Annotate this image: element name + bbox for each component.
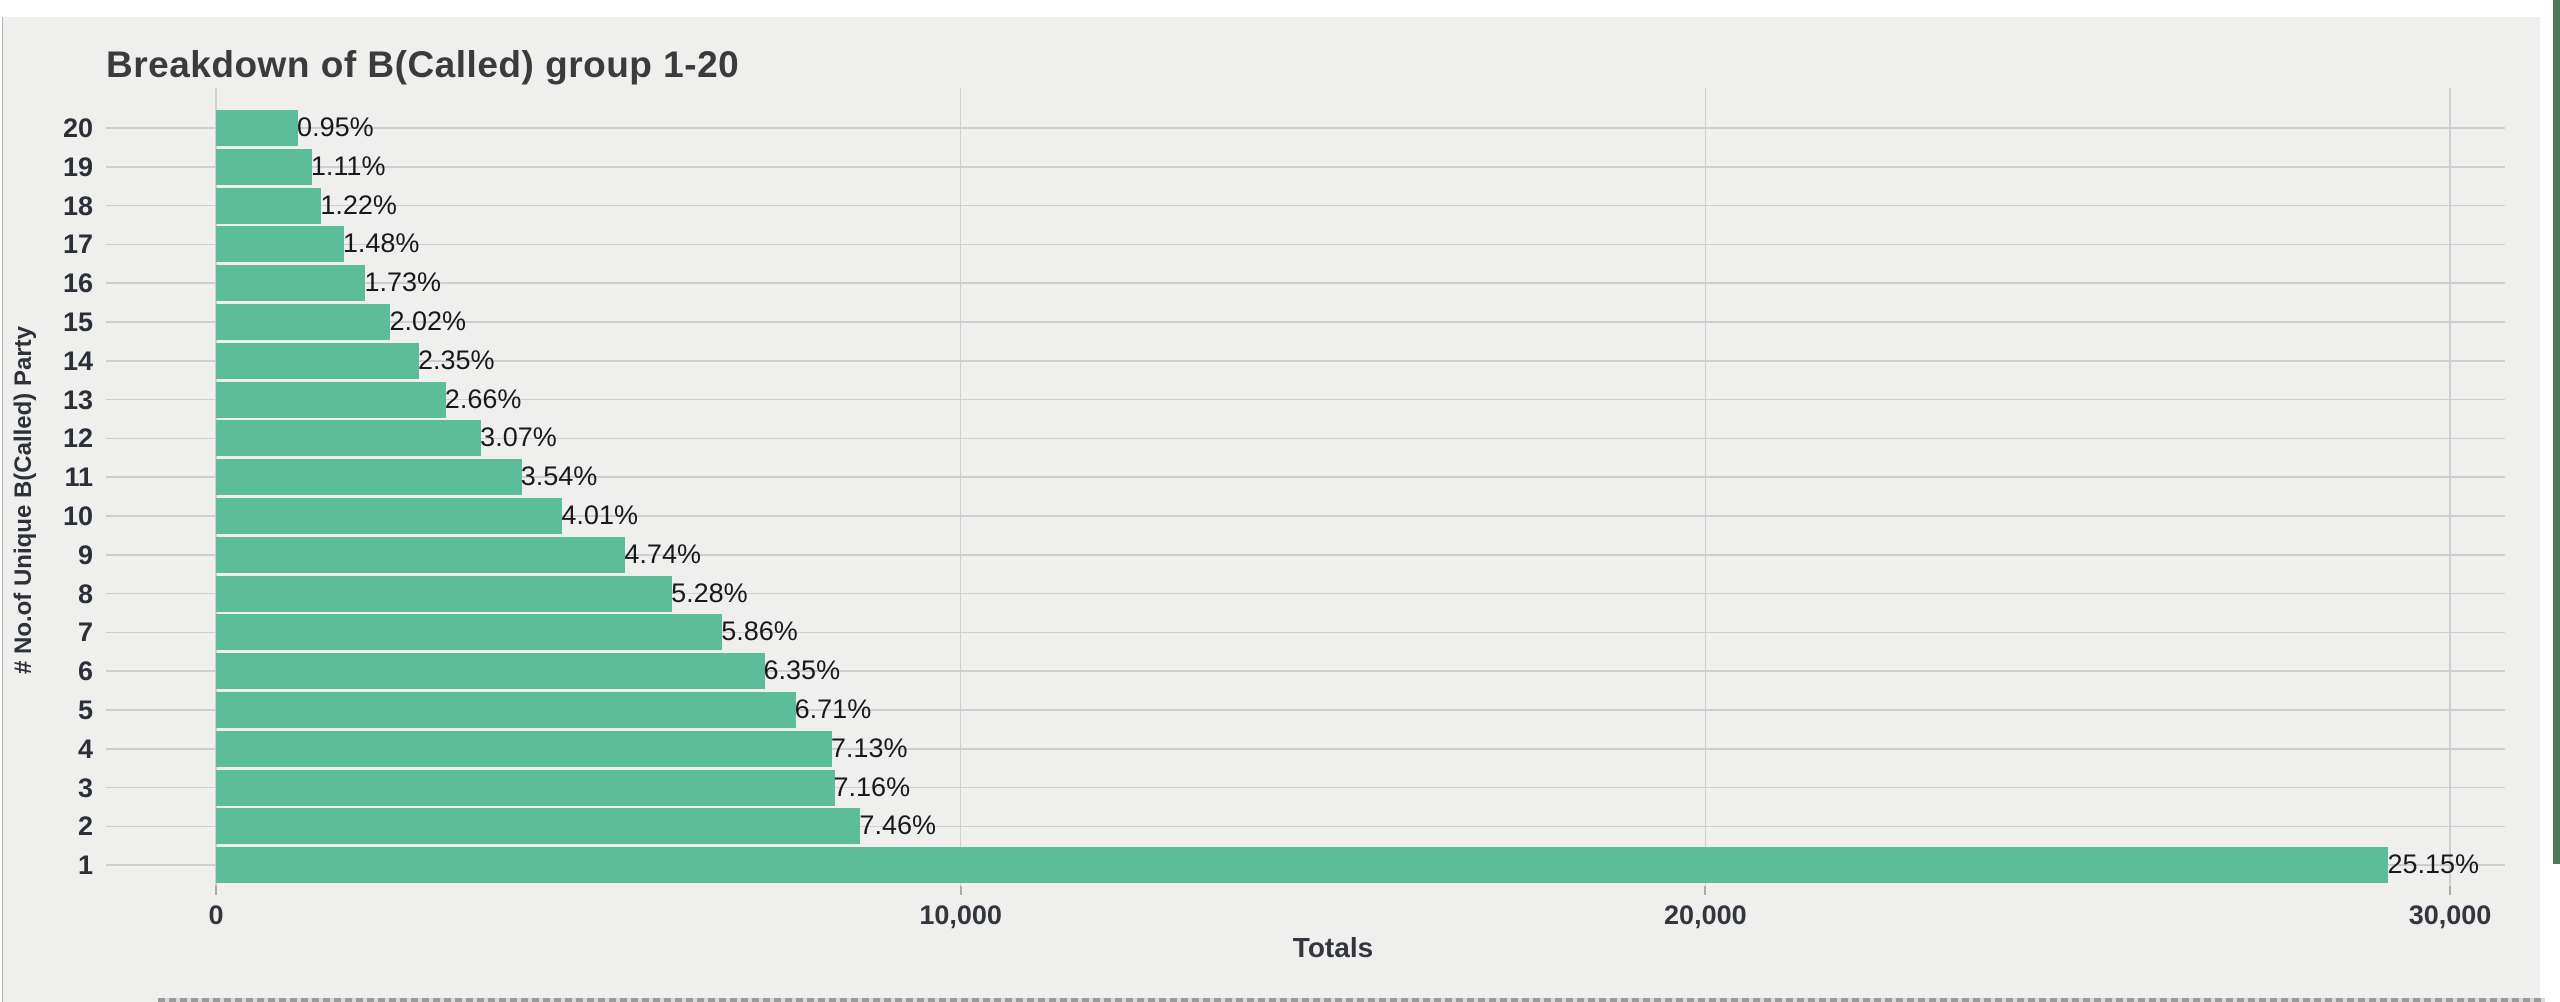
bar-value-label: 7.16% bbox=[833, 771, 911, 802]
bar-8[interactable] bbox=[216, 575, 673, 612]
y-gridline bbox=[106, 360, 2505, 362]
bar-16[interactable] bbox=[216, 265, 366, 302]
bar-11[interactable] bbox=[216, 459, 522, 496]
window-resize-edge bbox=[158, 998, 2545, 1002]
bar-10[interactable] bbox=[216, 498, 563, 534]
y-gridline bbox=[106, 243, 2505, 246]
y-tick-label: 4 bbox=[77, 733, 93, 764]
bar-value-label: 6.35% bbox=[763, 655, 841, 686]
window-edge-strip bbox=[2553, 0, 2560, 864]
bar-value-label: 4.01% bbox=[561, 500, 638, 530]
bar-17[interactable] bbox=[216, 226, 344, 263]
bar-2[interactable] bbox=[216, 808, 861, 845]
y-gridline bbox=[106, 748, 2505, 750]
x-tick-mark bbox=[1704, 886, 1707, 895]
y-gridline bbox=[106, 670, 2505, 672]
y-gridline bbox=[106, 786, 2505, 789]
bar-value-label: 1.22% bbox=[320, 189, 397, 220]
bar-1[interactable] bbox=[216, 847, 2389, 884]
bar-18[interactable] bbox=[216, 187, 322, 224]
y-tick-label: 5 bbox=[77, 695, 93, 725]
bar-9[interactable] bbox=[216, 536, 626, 573]
y-tick-label: 18 bbox=[62, 190, 93, 221]
x-tick-mark bbox=[2449, 886, 2451, 895]
bar-19[interactable] bbox=[216, 148, 312, 185]
y-tick-label: 16 bbox=[62, 268, 93, 299]
bar-6[interactable] bbox=[216, 653, 765, 690]
bar-7[interactable] bbox=[216, 614, 723, 651]
y-tick-label: 17 bbox=[62, 229, 93, 260]
y-tick-label: 12 bbox=[62, 423, 93, 454]
bar-value-label: 3.07% bbox=[480, 422, 557, 453]
x-tick-label: 30,000 bbox=[2408, 900, 2492, 930]
y-gridline bbox=[106, 476, 2505, 478]
y-gridline bbox=[106, 825, 2505, 828]
bar-20[interactable] bbox=[216, 110, 299, 146]
y-tick-label: 11 bbox=[64, 462, 93, 493]
y-tick-label: 3 bbox=[77, 772, 93, 803]
y-tick-label: 8 bbox=[77, 578, 93, 609]
x-gridline bbox=[959, 88, 962, 886]
x-gridline bbox=[1704, 88, 1707, 886]
y-gridline bbox=[106, 282, 2505, 284]
y-gridline bbox=[106, 631, 2505, 634]
x-tick-mark bbox=[215, 886, 217, 895]
y-tick-label: 9 bbox=[77, 539, 93, 570]
y-tick-label: 10 bbox=[62, 501, 93, 531]
bar-value-label: 0.95% bbox=[297, 112, 374, 142]
bar-value-label: 1.11% bbox=[310, 150, 386, 181]
bar-13[interactable] bbox=[216, 381, 446, 418]
chart-title: Breakdown of B(Called) group 1-20 bbox=[106, 44, 740, 85]
y-gridline bbox=[106, 437, 2505, 440]
y-tick-label: 19 bbox=[62, 151, 93, 182]
y-gridline bbox=[106, 592, 2505, 595]
y-axis-title: # No.of Unique B(Called) Party bbox=[10, 325, 37, 675]
y-tick-label: 15 bbox=[62, 307, 93, 337]
bar-value-label: 1.73% bbox=[364, 267, 442, 298]
bar-value-label: 4.74% bbox=[624, 538, 701, 569]
x-tick-label: 0 bbox=[208, 900, 224, 930]
bar-value-label: 6.71% bbox=[794, 694, 872, 724]
y-gridline bbox=[106, 554, 2505, 556]
bar-value-label: 25.15% bbox=[2387, 849, 2480, 880]
y-gridline bbox=[106, 515, 2505, 517]
y-gridline bbox=[106, 321, 2505, 323]
y-tick-label: 6 bbox=[77, 656, 93, 687]
bar-value-label: 3.54% bbox=[520, 461, 598, 492]
bar-value-label: 5.86% bbox=[721, 616, 798, 647]
bar-value-label: 2.66% bbox=[444, 383, 522, 414]
bar-5[interactable] bbox=[216, 692, 796, 728]
y-gridline bbox=[106, 204, 2505, 207]
y-tick-label: 14 bbox=[62, 345, 93, 376]
y-gridline bbox=[106, 398, 2505, 401]
y-gridline bbox=[106, 709, 2505, 711]
x-tick-label: 10,000 bbox=[919, 900, 1002, 930]
bar-15[interactable] bbox=[216, 304, 391, 340]
bar-4[interactable] bbox=[216, 730, 832, 767]
bar-value-label: 7.13% bbox=[830, 732, 908, 763]
bar-value-label: 2.35% bbox=[417, 344, 495, 375]
bar-value-label: 5.28% bbox=[671, 577, 748, 608]
bar-12[interactable] bbox=[216, 420, 482, 457]
bar-value-label: 7.46% bbox=[859, 810, 936, 841]
bar-14[interactable] bbox=[216, 342, 419, 379]
y-gridline bbox=[106, 127, 2505, 129]
x-axis-title: Totals bbox=[1292, 932, 1374, 963]
y-tick-label: 13 bbox=[62, 384, 93, 415]
y-tick-label: 1 bbox=[77, 850, 93, 881]
x-tick-mark bbox=[959, 886, 962, 895]
y-tick-label: 2 bbox=[77, 811, 93, 842]
bar-value-label: 1.48% bbox=[342, 228, 420, 259]
y-tick-label: 7 bbox=[77, 617, 93, 648]
x-gridline bbox=[2449, 88, 2451, 886]
bar-3[interactable] bbox=[216, 769, 835, 806]
y-gridline bbox=[106, 166, 2505, 168]
y-tick-label: 20 bbox=[62, 113, 93, 143]
x-tick-label: 20,000 bbox=[1664, 900, 1747, 930]
bar-value-label: 2.02% bbox=[389, 306, 467, 336]
